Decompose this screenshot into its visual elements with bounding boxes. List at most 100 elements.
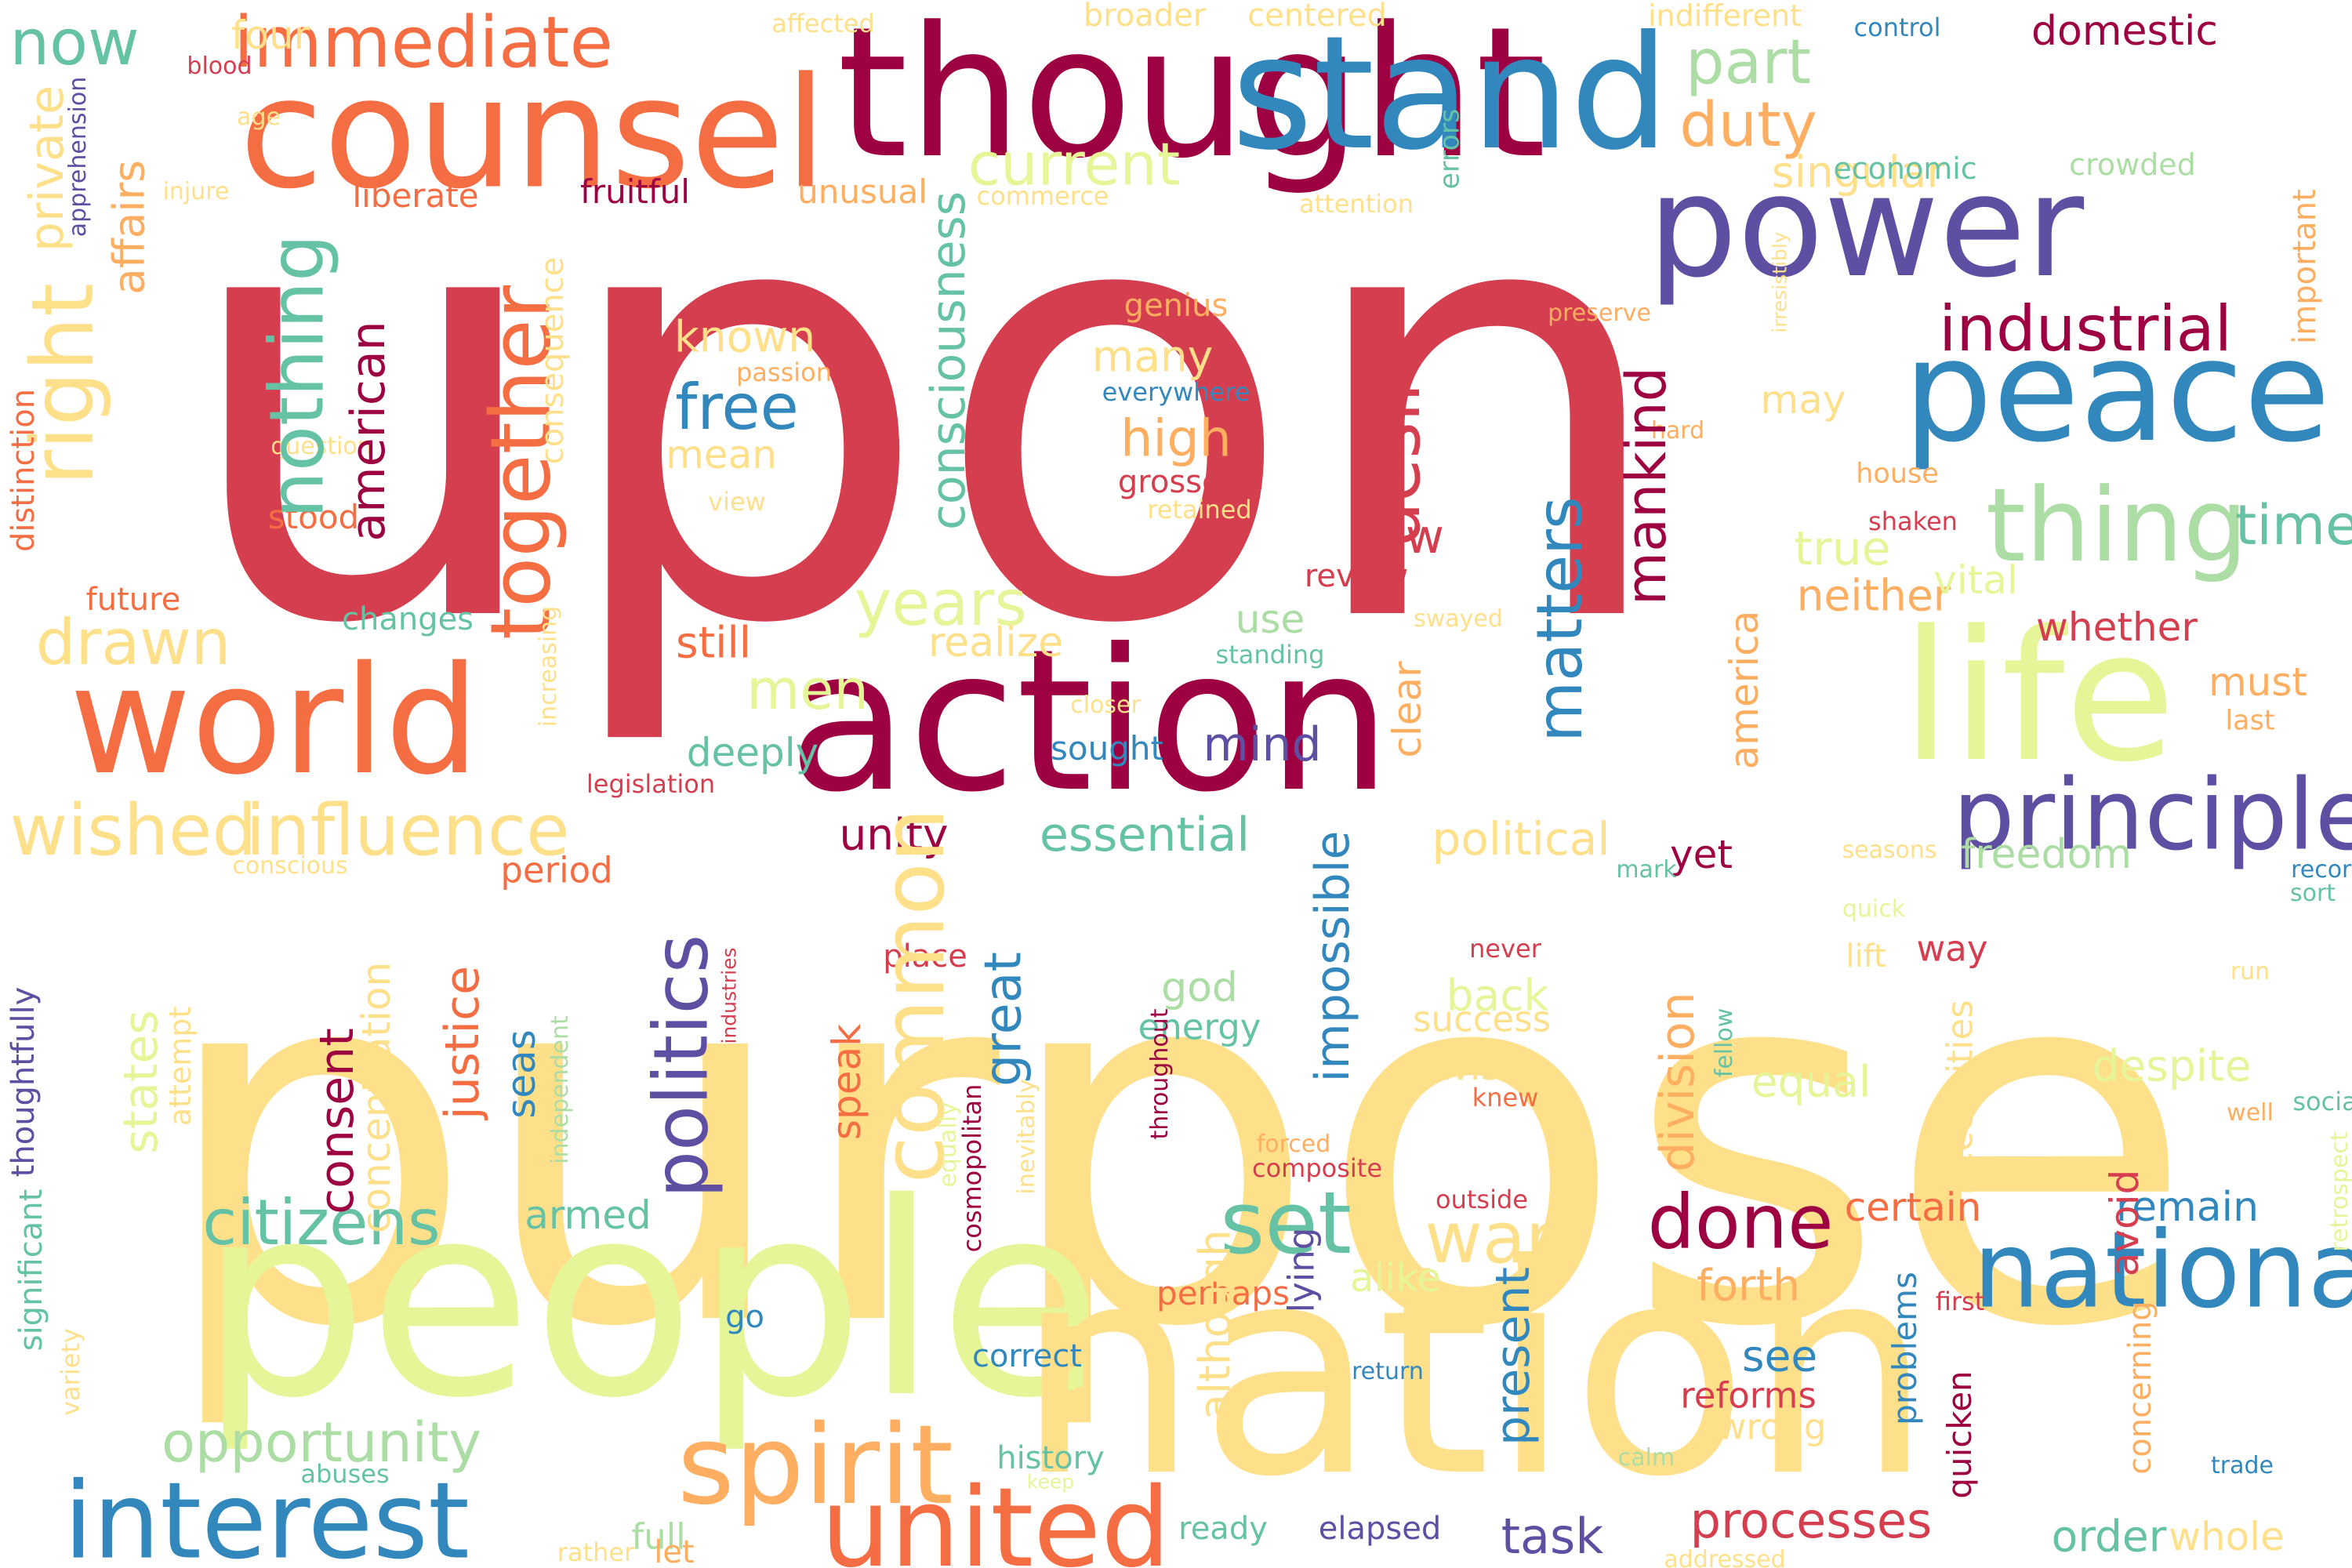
word-thoughtfully: thoughtfully (5, 986, 42, 1178)
word-economic: economic (1833, 151, 1977, 186)
word-god: god (1161, 964, 1238, 1011)
word-full: full (631, 1515, 686, 1558)
word-changes: changes (341, 601, 474, 637)
word-current: current (967, 129, 1181, 199)
word-ready: ready (1178, 1511, 1268, 1547)
word-passion: passion (735, 358, 833, 387)
word-consciousness: consciousness (921, 191, 976, 531)
word-wish: wish (1437, 1044, 1526, 1089)
word-speak: speak (824, 1023, 869, 1141)
word-thought: thought (837, 0, 1547, 198)
word-clear: clear (1385, 661, 1430, 758)
word-keep: keep (1026, 1470, 1075, 1494)
word-distinction: distinction (5, 388, 42, 553)
word-injure: injure (162, 178, 230, 205)
word-yet: yet (1670, 832, 1733, 877)
word-impossible: impossible (1305, 830, 1360, 1083)
word-essential: essential (1039, 808, 1250, 862)
word-realize: realize (927, 619, 1064, 666)
word-return: return (1352, 1358, 1424, 1385)
word-politics: politics (638, 934, 725, 1199)
word-success: success (1412, 998, 1552, 1040)
word-mankind: mankind (1614, 366, 1679, 606)
word-view: view (708, 487, 766, 517)
word-freedom: freedom (1960, 831, 2132, 878)
word-time: time (2234, 493, 2352, 557)
word-indifferent: indifferent (1647, 0, 1802, 33)
word-upon: upon (176, 61, 1675, 754)
word-seasons: seasons (1842, 837, 1937, 864)
word-never: never (1469, 934, 1541, 964)
word-domestic: domestic (2031, 8, 2218, 55)
word-question: question (270, 433, 372, 460)
word-conscious: conscious (232, 852, 348, 880)
word-wished: wished (9, 789, 257, 872)
word-purpose: purpose (157, 852, 2195, 1436)
word-principle: principle (1952, 758, 2352, 873)
word-still: still (675, 617, 752, 668)
word-everywhere: everywhere (1102, 377, 1250, 407)
word-swayed: swayed (1414, 605, 1503, 633)
word-independent: independent (546, 1015, 574, 1164)
word-run: run (2230, 958, 2270, 985)
word-go: go (725, 1299, 764, 1335)
word-centered: centered (1247, 0, 1387, 34)
word-action: action (788, 607, 1392, 835)
word-states: states (114, 1010, 169, 1154)
word-increasing: increasing (535, 605, 562, 728)
word-grosser: grosser (1117, 464, 1235, 500)
word-sort: sort (2289, 880, 2336, 907)
word-political: political (1432, 812, 1610, 866)
word-way: way (1916, 927, 1988, 970)
word-addressed: addressed (1664, 1546, 1786, 1568)
word-life: life (1900, 593, 2176, 802)
word-place: place (883, 938, 967, 975)
word-years: years (854, 567, 1028, 640)
word-must: must (2208, 659, 2308, 705)
word-trade: trade (2211, 1452, 2274, 1479)
word-american: american (341, 321, 396, 542)
word-composite: composite (1251, 1153, 1383, 1183)
word-concerning: concerning (2122, 1301, 2158, 1475)
word-important: important (2287, 189, 2323, 344)
word-genius: genius (1123, 288, 1229, 324)
word-duty: duty (1679, 90, 1817, 161)
word-throughout: throughout (1146, 1008, 1174, 1140)
word-seas: seas (499, 1029, 544, 1119)
word-whole: whole (2169, 1514, 2285, 1559)
word-order: order (2051, 1511, 2167, 1562)
word-justice: justice (435, 965, 490, 1120)
word-industrial: industrial (1939, 292, 2232, 365)
word-equal: equal (1751, 1056, 1871, 1107)
word-shaken: shaken (1868, 506, 1958, 536)
word-drawn: drawn (35, 606, 231, 679)
word-may: may (1760, 377, 1846, 423)
word-lift: lift (1846, 938, 1886, 975)
word-fruitful: fruitful (580, 172, 690, 211)
word-great: great (974, 952, 1033, 1087)
word-use: use (1235, 597, 1305, 642)
word-counsel: counsel (239, 44, 827, 223)
word-record: record (2291, 856, 2352, 884)
word-unusual: unusual (797, 172, 927, 211)
word-attention: attention (1299, 189, 1414, 219)
word-spirit: spirit (677, 1402, 954, 1530)
word-crowded: crowded (2069, 147, 2196, 182)
word-consent: consent (310, 1028, 365, 1214)
word-citizens: citizens (202, 1186, 441, 1259)
word-although: although (1189, 1229, 1240, 1421)
word-set: set (1219, 1173, 1352, 1273)
word-peace: peace (1903, 310, 2331, 474)
word-consequence: consequence (535, 256, 571, 465)
word-first: first (1935, 1287, 1985, 1316)
word-apprehension: apprehension (64, 76, 92, 238)
word-war: war (1425, 1197, 1555, 1279)
word-outside: outside (1436, 1185, 1528, 1214)
word-social: social (2292, 1087, 2352, 1116)
word-house: house (1856, 458, 1939, 490)
word-cosmopolitan: cosmopolitan (957, 1083, 987, 1253)
word-whether: whether (2036, 604, 2198, 650)
word-remain: remain (2115, 1184, 2259, 1231)
word-lying: lying (1280, 1227, 1323, 1313)
word-retrospect: retrospect (2326, 1131, 2352, 1252)
